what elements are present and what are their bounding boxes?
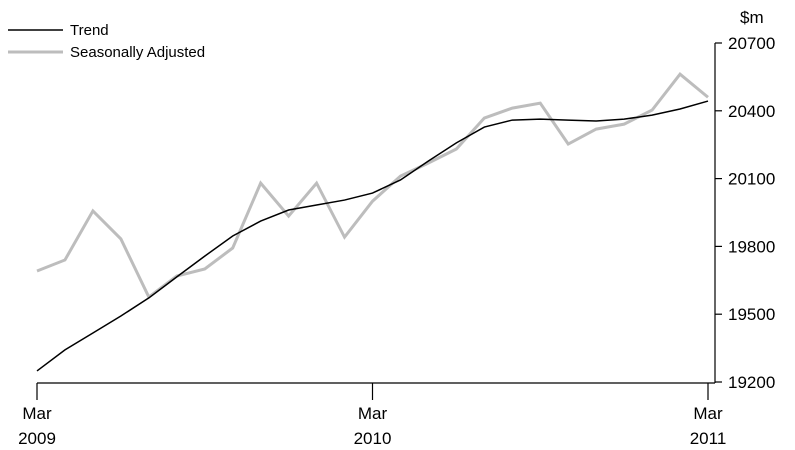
y-tick-label: 19800: [728, 237, 775, 256]
y-tick-label: 19200: [728, 373, 775, 392]
legend-label: Trend: [70, 22, 109, 39]
x-tick-label: Mar 2011: [690, 404, 727, 448]
legend-label: Seasonally Adjusted: [70, 44, 205, 61]
x-tick-label: Mar 2010: [354, 404, 392, 448]
y-tick-label: 20100: [728, 170, 775, 189]
y-tick-label: 20400: [728, 102, 775, 121]
series-line: [36, 100, 709, 372]
y-axis-unit: $m: [740, 8, 764, 27]
y-tick-label: 20700: [728, 34, 775, 53]
y-tick-label: 19500: [728, 305, 775, 324]
series-line: [36, 72, 709, 300]
x-tick-label: Mar 2009: [18, 404, 56, 448]
